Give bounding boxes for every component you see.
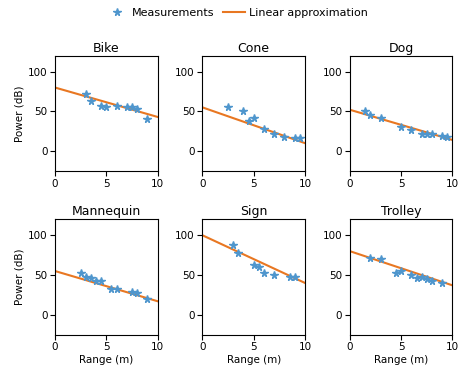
Title: Cone: Cone xyxy=(238,41,270,55)
Y-axis label: Power (dB): Power (dB) xyxy=(15,249,25,305)
Title: Mannequin: Mannequin xyxy=(72,205,141,218)
Title: Trolley: Trolley xyxy=(381,205,421,218)
X-axis label: Range (m): Range (m) xyxy=(227,355,281,365)
Title: Dog: Dog xyxy=(389,41,414,55)
Y-axis label: Power (dB): Power (dB) xyxy=(15,85,25,142)
Title: Sign: Sign xyxy=(240,205,267,218)
X-axis label: Range (m): Range (m) xyxy=(374,355,428,365)
X-axis label: Range (m): Range (m) xyxy=(79,355,133,365)
Title: Bike: Bike xyxy=(93,41,119,55)
Legend: Measurements, Linear approximation: Measurements, Linear approximation xyxy=(104,6,370,20)
